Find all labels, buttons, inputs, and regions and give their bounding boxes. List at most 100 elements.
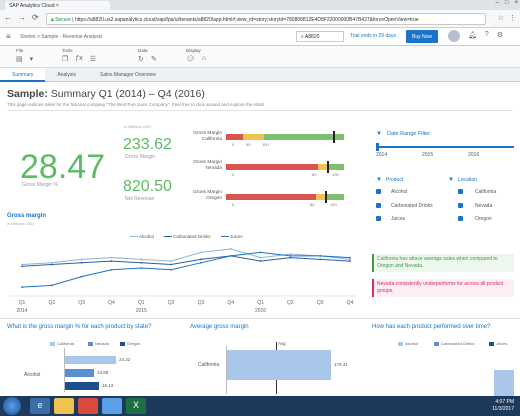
checkbox-california[interactable] — [458, 189, 463, 194]
data-point[interactable] — [259, 260, 262, 262]
media-icon[interactable] — [78, 398, 98, 414]
tab-summary[interactable]: Summary — [0, 68, 46, 82]
legend-carbonated-drinks[interactable]: Carbonated Drinks — [163, 234, 211, 239]
bar-nevada[interactable] — [65, 369, 94, 377]
start-button[interactable] — [3, 397, 21, 415]
product-option-alcohol[interactable]: Alcohol — [391, 189, 408, 195]
list-icon[interactable]: ☰ — [89, 56, 96, 63]
data-point[interactable] — [140, 261, 143, 264]
legend-alcohol[interactable]: Alcohol — [130, 234, 154, 239]
data-point[interactable] — [349, 256, 351, 259]
kpi-gross-margin[interactable]: 233.62 — [123, 136, 172, 153]
data-point[interactable] — [21, 286, 23, 288]
help-icon[interactable]: ? — [484, 31, 489, 38]
data-point[interactable] — [50, 284, 53, 287]
chrome-icon[interactable] — [102, 398, 122, 414]
series-line-juices[interactable] — [21, 251, 351, 288]
tab-analysis[interactable]: Analysis — [57, 72, 77, 78]
settings-icon[interactable]: ⚙ — [496, 32, 504, 39]
data-point[interactable] — [289, 253, 292, 256]
close-tab-icon[interactable]: × — [55, 3, 59, 9]
data-point[interactable] — [140, 267, 143, 269]
gross-margin-line-chart[interactable]: Q1 Q2 Q3 Q4 Q1 Q2 Q3 Q4 Q1 Q2 Q3 Q4 2014 2015 2016 — [0, 228, 360, 318]
refresh-icon[interactable]: ↻ — [138, 56, 144, 63]
excel-icon[interactable]: X — [126, 398, 146, 414]
breadcrumb-stories[interactable]: Stories — [20, 34, 36, 40]
star-icon[interactable]: ☆ — [497, 15, 504, 22]
buy-now-button[interactable]: Buy Now — [406, 30, 438, 43]
data-point[interactable] — [229, 254, 232, 257]
data-point[interactable] — [80, 261, 83, 264]
copy-icon[interactable]: ❐ — [62, 56, 69, 63]
avatar[interactable] — [448, 30, 460, 42]
checkbox-alcohol[interactable] — [376, 189, 381, 194]
product-option-carbonated-drinks[interactable]: Carbonated Drinks — [391, 203, 433, 209]
data-point[interactable] — [289, 256, 292, 259]
location-option-oregon[interactable]: Oregon — [475, 216, 492, 222]
browser-tab[interactable]: SAP Analytics Cloud × — [5, 1, 110, 10]
data-point[interactable] — [200, 261, 202, 264]
bar-product-performance[interactable] — [494, 370, 514, 396]
clock[interactable]: 4:07 PM 11/3/2017 — [492, 399, 514, 413]
checkbox-nevada[interactable] — [458, 203, 463, 208]
close-window-icon[interactable]: × — [514, 0, 518, 6]
tab-sales-manager-overview[interactable]: Sales Manager Overview — [100, 72, 156, 78]
data-point[interactable] — [200, 258, 202, 261]
bullet-california[interactable] — [226, 134, 344, 140]
location-option-nevada[interactable]: Nevada — [475, 203, 493, 209]
forward-icon[interactable]: → — [18, 13, 26, 22]
minimize-icon[interactable]: – — [495, 0, 499, 6]
legend-carbonated-drinks-2[interactable]: Carbonated Drinks — [434, 341, 474, 346]
tenant-search[interactable]: ⌕ A8820 — [296, 31, 344, 42]
date-slider-track[interactable] — [378, 146, 514, 148]
data-point[interactable] — [50, 261, 53, 264]
data-point[interactable] — [319, 254, 322, 257]
data-point[interactable] — [289, 254, 292, 257]
data-point[interactable] — [170, 268, 172, 271]
folder-icon[interactable] — [54, 398, 74, 414]
kpi-net-revenue[interactable]: 820.50 — [123, 178, 172, 195]
series-line-alcohol[interactable] — [21, 248, 351, 266]
bullet-nevada[interactable] — [226, 164, 344, 170]
file-icon[interactable]: ▤ — [16, 56, 23, 63]
data-point[interactable] — [170, 263, 172, 266]
data-point[interactable] — [259, 251, 262, 254]
hamburger-icon[interactable]: ≡ — [6, 32, 11, 41]
legend-juices[interactable]: Juices — [220, 234, 243, 239]
checkbox-oregon[interactable] — [458, 216, 463, 221]
legend-california[interactable]: California — [50, 341, 74, 346]
data-point[interactable] — [21, 263, 23, 266]
legend-nevada[interactable]: Nevada — [88, 341, 109, 346]
legend-oregon[interactable]: Oregon — [120, 341, 140, 346]
product-option-juices[interactable]: Juices — [391, 216, 406, 222]
checkbox-juices[interactable] — [376, 216, 381, 221]
data-point[interactable] — [110, 268, 113, 271]
data-point[interactable] — [140, 258, 143, 261]
legend-alcohol-2[interactable]: Alcohol — [398, 341, 418, 346]
save-icon[interactable]: ▾ — [29, 56, 34, 63]
data-point[interactable] — [229, 248, 232, 250]
maximize-icon[interactable]: □ — [504, 0, 509, 6]
data-point[interactable] — [170, 260, 172, 262]
bell-icon[interactable]: 🔔︎ — [468, 32, 477, 39]
edit-icon[interactable]: ✎ — [150, 56, 157, 63]
data-point[interactable] — [200, 251, 202, 254]
bar-avg-california[interactable] — [227, 350, 331, 380]
data-point[interactable] — [259, 256, 262, 259]
formula-icon[interactable]: ƒx — [75, 55, 83, 62]
data-point[interactable] — [110, 256, 113, 259]
data-point[interactable] — [21, 265, 23, 268]
reload-icon[interactable]: ⟳ — [32, 13, 39, 22]
ie-icon[interactable]: e — [30, 398, 50, 414]
data-point[interactable] — [80, 275, 83, 278]
menu-dots-icon[interactable]: ⋮ — [509, 15, 516, 22]
kpi-gross-margin-pct[interactable]: 28.47 — [20, 148, 106, 186]
data-point[interactable] — [80, 258, 83, 261]
data-point[interactable] — [110, 260, 113, 262]
bar-california[interactable] — [65, 356, 116, 364]
back-icon[interactable]: ← — [4, 13, 12, 22]
data-point[interactable] — [349, 258, 351, 261]
url-field[interactable]: 🔒︎ Secure | https://a8820.us2.sapanalyti… — [46, 13, 486, 25]
bookmark-icon[interactable]: ⌂ — [201, 55, 207, 62]
comment-icon[interactable]: 💬︎ — [186, 56, 195, 63]
